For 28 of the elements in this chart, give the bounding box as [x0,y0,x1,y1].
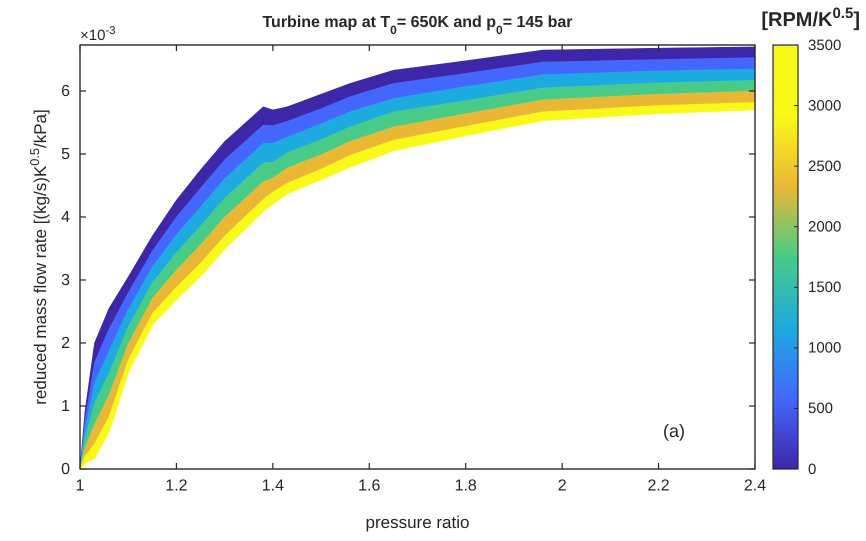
color-bar-label: 1500 [808,279,842,296]
x-axis-title: pressure ratio [366,513,470,532]
chart-title: Turbine map at T$_{0}$= 650K and p$_{0}$= 145 bar [262,14,573,37]
color-bar-label: 3500 [808,36,842,54]
x-tick-label: 1.8 [454,477,477,494]
x-tick-label: 1.6 [358,477,381,494]
x-tick-label: 1.4 [262,477,284,494]
y-tick-label: 5 [61,146,70,164]
y-tick-label: 6 [61,83,70,100]
color-bar-title: [RPM/K$^{0.5}$] [761,4,860,31]
color-bar-label: 3000 [808,97,842,114]
x-tick-label: 1.2 [165,477,188,494]
color-bar-label: 1000 [808,340,842,357]
color-bar-label: 0 [808,460,816,478]
y-tick-label: 4 [61,209,70,226]
x-tick-label: 2.2 [647,477,670,494]
y-tick-label: 2 [61,335,70,352]
text: ×10$^{-3}$ [80,25,116,44]
x-tick-label: 2.4 [744,477,766,494]
x-tick-label: 2 [558,477,567,494]
color-bar-label: 500 [808,400,834,418]
annotation: (a) [663,421,685,441]
y-tick-label: 3 [61,272,70,290]
color-bar-label: 2000 [808,218,842,236]
y-tick-label: 1 [61,398,70,416]
x-tick-label: 1 [76,477,85,494]
y-tick-label: 0 [61,461,70,478]
color-bar-label: 2500 [808,158,842,175]
